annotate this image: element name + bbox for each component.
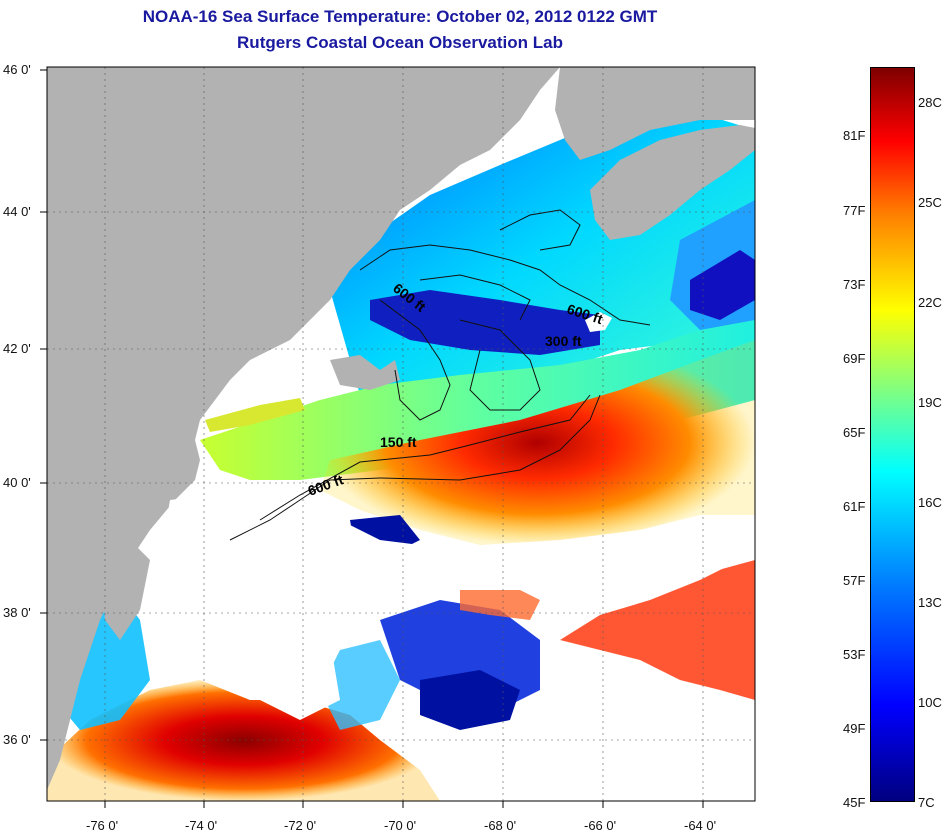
colorbar-c-label: 16C <box>918 495 942 510</box>
offshore-mixed-2 <box>320 640 400 730</box>
cloud-ne-ice <box>585 312 612 332</box>
cold-band <box>370 290 600 355</box>
cold-patch-south <box>420 670 520 730</box>
bathymetry-contours <box>229 209 651 541</box>
colorbar-c-label: 19C <box>918 395 942 410</box>
lat-label: 40 0' <box>3 475 31 490</box>
colorbar-c-label: 7C <box>918 795 935 810</box>
map-plot-area <box>40 66 756 808</box>
us-mainland <box>47 67 560 790</box>
lat-label: 36 0' <box>3 732 31 747</box>
deep-blue-patch <box>690 250 755 320</box>
nova-scotia <box>590 125 755 240</box>
colorbar-f-label: 77F <box>843 203 866 218</box>
new-brunswick <box>555 67 755 160</box>
colorbar-c-label: 13C <box>918 595 942 610</box>
colorbar-f-label: 49F <box>843 721 866 736</box>
lat-label: 42 0' <box>3 341 31 356</box>
colorbar-c-label: 10C <box>918 695 942 710</box>
cape-cod <box>330 355 400 390</box>
lon-label: -76 0' <box>86 818 119 833</box>
gulf-stream-sw <box>47 680 440 801</box>
lon-label: -66 0' <box>584 818 617 833</box>
lon-label: -70 0' <box>384 818 417 833</box>
map-subtitle: Rutgers Coastal Ocean Observation Lab <box>237 33 563 52</box>
warm-slope-water <box>320 340 755 545</box>
cloud-south <box>150 490 755 660</box>
lon-label: -68 0' <box>484 818 517 833</box>
cloud-east <box>550 680 730 790</box>
colorbar-f-label: 57F <box>843 573 866 588</box>
lon-label: -74 0' <box>185 818 218 833</box>
contour-label-150ft: 150 ft <box>380 434 417 450</box>
lat-label: 38 0' <box>3 605 31 620</box>
colorbar-f-label: 61F <box>843 499 866 514</box>
tick-marks <box>40 69 704 808</box>
map-title: NOAA-16 Sea Surface Temperature: October… <box>142 7 658 26</box>
colorbar-f-label: 73F <box>843 277 866 292</box>
lat-label: 46 0' <box>3 62 31 77</box>
scattered-warm <box>560 560 755 700</box>
cloud-center <box>260 640 340 720</box>
lat-label: 44 0' <box>3 204 31 219</box>
colorbar-c-label: 22C <box>918 295 942 310</box>
shelf-water <box>200 320 755 480</box>
colorbar-f-label: 69F <box>843 351 866 366</box>
lon-label: -72 0' <box>284 818 317 833</box>
colorbar-c-label: 25C <box>918 195 942 210</box>
colorbar-f-label: 81F <box>843 128 866 143</box>
long-island <box>205 398 305 432</box>
lon-label: -64 0' <box>684 818 717 833</box>
map-frame <box>46 66 756 802</box>
colorbar-f-label: 53F <box>843 647 866 662</box>
delmarva <box>100 540 150 640</box>
temperature-colorbar <box>870 67 915 802</box>
colorbar-f-label: 65F <box>843 425 866 440</box>
graticule <box>47 67 755 801</box>
colorbar-c-label: 28C <box>918 95 942 110</box>
contour-label-300ft: 300 ft <box>545 333 582 349</box>
colorbar-f-label: 45F <box>843 795 866 810</box>
